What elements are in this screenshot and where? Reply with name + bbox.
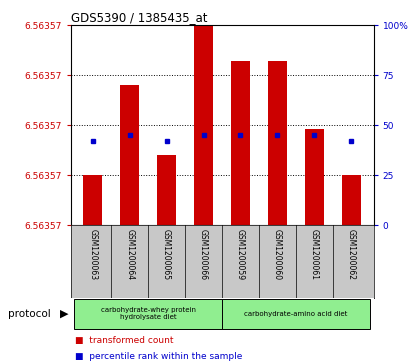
Bar xyxy=(74,299,222,329)
Bar xyxy=(194,25,213,225)
Text: GSM1200065: GSM1200065 xyxy=(162,229,171,280)
Bar xyxy=(231,61,250,225)
Text: GSM1200063: GSM1200063 xyxy=(88,229,97,280)
Text: carbohydrate-amino acid diet: carbohydrate-amino acid diet xyxy=(244,311,348,317)
Text: ▶: ▶ xyxy=(60,309,68,319)
Bar xyxy=(83,175,102,225)
Text: GSM1200062: GSM1200062 xyxy=(347,229,356,280)
Bar xyxy=(305,129,324,225)
Bar xyxy=(120,85,139,225)
Text: ■  percentile rank within the sample: ■ percentile rank within the sample xyxy=(75,352,242,361)
Text: GSM1200064: GSM1200064 xyxy=(125,229,134,280)
Text: protocol: protocol xyxy=(8,309,51,319)
Text: GSM1200066: GSM1200066 xyxy=(199,229,208,280)
Text: ■  transformed count: ■ transformed count xyxy=(75,336,173,345)
Bar xyxy=(342,175,361,225)
Text: GSM1200061: GSM1200061 xyxy=(310,229,319,280)
Text: GSM1200059: GSM1200059 xyxy=(236,229,245,280)
Bar xyxy=(222,299,370,329)
Text: carbohydrate-whey protein
hydrolysate diet: carbohydrate-whey protein hydrolysate di… xyxy=(100,307,195,321)
Bar xyxy=(157,155,176,225)
Bar xyxy=(268,61,287,225)
Text: GDS5390 / 1385435_at: GDS5390 / 1385435_at xyxy=(71,11,207,24)
Text: GSM1200060: GSM1200060 xyxy=(273,229,282,280)
